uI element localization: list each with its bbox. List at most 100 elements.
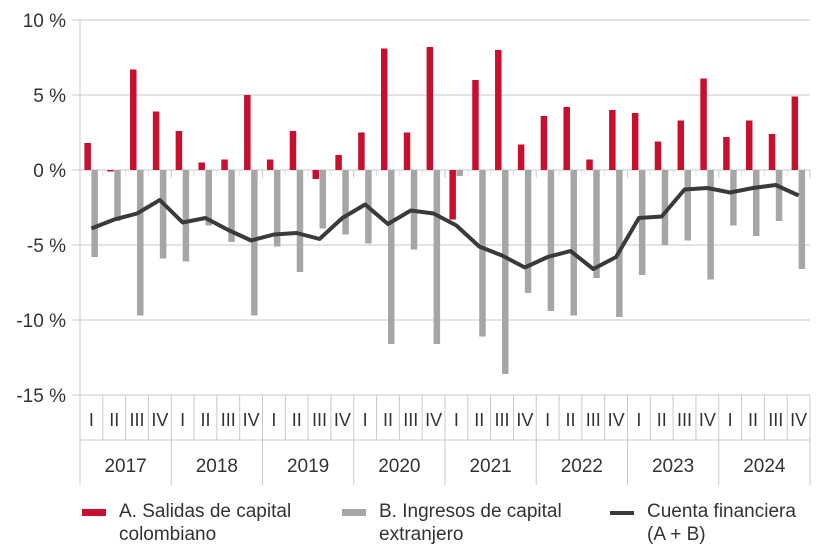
legend-label: (A + B)	[647, 524, 706, 545]
quarter-label: III	[768, 410, 783, 430]
bar-salidas	[244, 95, 251, 170]
bar-ingresos	[251, 170, 258, 316]
year-label: 2021	[469, 456, 511, 477]
bar-ingresos	[638, 170, 646, 275]
bar-salidas	[403, 132, 411, 170]
legend: A. Salidas de capital colombiano B. Ingre…	[0, 500, 820, 554]
bar-ingresos	[524, 170, 532, 293]
bar-salidas	[700, 78, 707, 170]
bar-salidas	[130, 69, 137, 170]
bar-salidas	[335, 155, 342, 170]
bar-ingresos	[547, 170, 555, 311]
bar-ingresos	[433, 170, 441, 344]
quarter-label: II	[383, 410, 393, 430]
quarter-label: II	[748, 410, 758, 430]
quarter-label: III	[221, 410, 236, 430]
quarter-label: IV	[151, 410, 168, 430]
bar-salidas	[312, 170, 320, 179]
bar-ingresos	[387, 170, 395, 344]
bar-salidas	[768, 134, 776, 170]
quarter-label: IV	[790, 410, 807, 430]
chart: 10 %5 %0 %-5 %-10 %-15 %I II III IV I II III IV…	[16, 11, 811, 485]
legend-label: colombiano	[119, 524, 217, 545]
quarter-label: II	[292, 410, 302, 430]
bar-salidas	[266, 159, 274, 170]
bar-salidas	[426, 47, 434, 170]
quarter-label: IV	[334, 410, 351, 430]
bar-ingresos	[707, 170, 714, 280]
bar-salidas	[563, 107, 570, 170]
bar-salidas	[449, 170, 456, 220]
bar-ingresos	[228, 170, 235, 242]
bar-ingresos	[616, 170, 623, 317]
bar-ingresos	[775, 170, 783, 221]
quarter-label: I	[271, 410, 276, 430]
year-label: 2023	[652, 456, 694, 477]
quarter-label: IV	[699, 410, 716, 430]
bar-salidas	[677, 120, 685, 170]
bar-salidas	[152, 111, 160, 170]
quarter-label: IV	[243, 410, 260, 430]
quarter-label: III	[495, 410, 510, 430]
legend-swatch-b	[342, 509, 366, 516]
bar-ingresos	[114, 170, 121, 221]
bar-ingresos	[479, 170, 486, 337]
quarter-label: I	[454, 410, 459, 430]
quarter-label: II	[657, 410, 667, 430]
quarter-label: I	[545, 410, 550, 430]
bar-ingresos	[137, 170, 144, 316]
quarter-label: II	[109, 410, 119, 430]
quarter-label: I	[636, 410, 641, 430]
bar-salidas	[654, 141, 662, 170]
line-cuenta-financiera	[90, 183, 800, 271]
bar-ingresos	[570, 170, 577, 316]
bar-ingresos	[684, 170, 692, 241]
quarter-label: I	[89, 410, 94, 430]
y-tick-label: -15 %	[16, 386, 66, 407]
bar-salidas	[791, 96, 799, 170]
bar-salidas	[609, 110, 616, 170]
quarter-label: III	[312, 410, 327, 430]
bar-salidas	[631, 113, 639, 170]
bar-salidas	[472, 80, 479, 170]
bar-salidas	[586, 159, 593, 170]
bar-salidas	[380, 48, 388, 170]
bar-salidas	[723, 137, 730, 170]
legend-item-total: Cuenta financiera (A + B)	[610, 500, 796, 546]
bar-ingresos	[205, 170, 212, 226]
bar-ingresos	[296, 170, 304, 272]
legend-item-b: B. Ingresos de capital extranjero	[342, 500, 562, 546]
legend-label: A. Salidas de capital	[119, 501, 292, 522]
bar-ingresos	[661, 170, 669, 245]
bar-salidas	[540, 116, 548, 170]
y-tick-label: -5 %	[27, 236, 66, 257]
legend-item-a: A. Salidas de capital colombiano	[82, 500, 291, 546]
bar-salidas	[745, 120, 753, 170]
bar-salidas	[107, 170, 114, 172]
bar-salidas	[495, 50, 502, 170]
quarter-label: III	[586, 410, 601, 430]
legend-label: extranjero	[379, 524, 464, 545]
quarter-label: III	[403, 410, 418, 430]
bar-salidas	[289, 131, 297, 170]
year-label: 2020	[378, 456, 420, 477]
y-tick-label: 10 %	[23, 11, 66, 32]
quarter-label: II	[565, 410, 575, 430]
quarter-label: IV	[425, 410, 442, 430]
bar-ingresos	[456, 170, 463, 176]
bar-ingresos	[319, 170, 327, 229]
bar-ingresos	[798, 170, 806, 269]
bar-salidas	[175, 131, 183, 170]
bar-ingresos	[342, 170, 349, 235]
quarter-label: I	[728, 410, 733, 430]
legend-swatch-a	[82, 509, 106, 516]
legend-label: B. Ingresos de capital	[379, 501, 562, 522]
y-tick-label: -10 %	[16, 311, 66, 332]
bar-ingresos	[593, 170, 600, 278]
quarter-label: III	[677, 410, 692, 430]
quarter-label: III	[130, 410, 145, 430]
year-label: 2024	[743, 456, 786, 477]
quarter-label: IV	[608, 410, 625, 430]
bar-salidas	[221, 159, 228, 170]
bar-ingresos	[182, 170, 190, 262]
